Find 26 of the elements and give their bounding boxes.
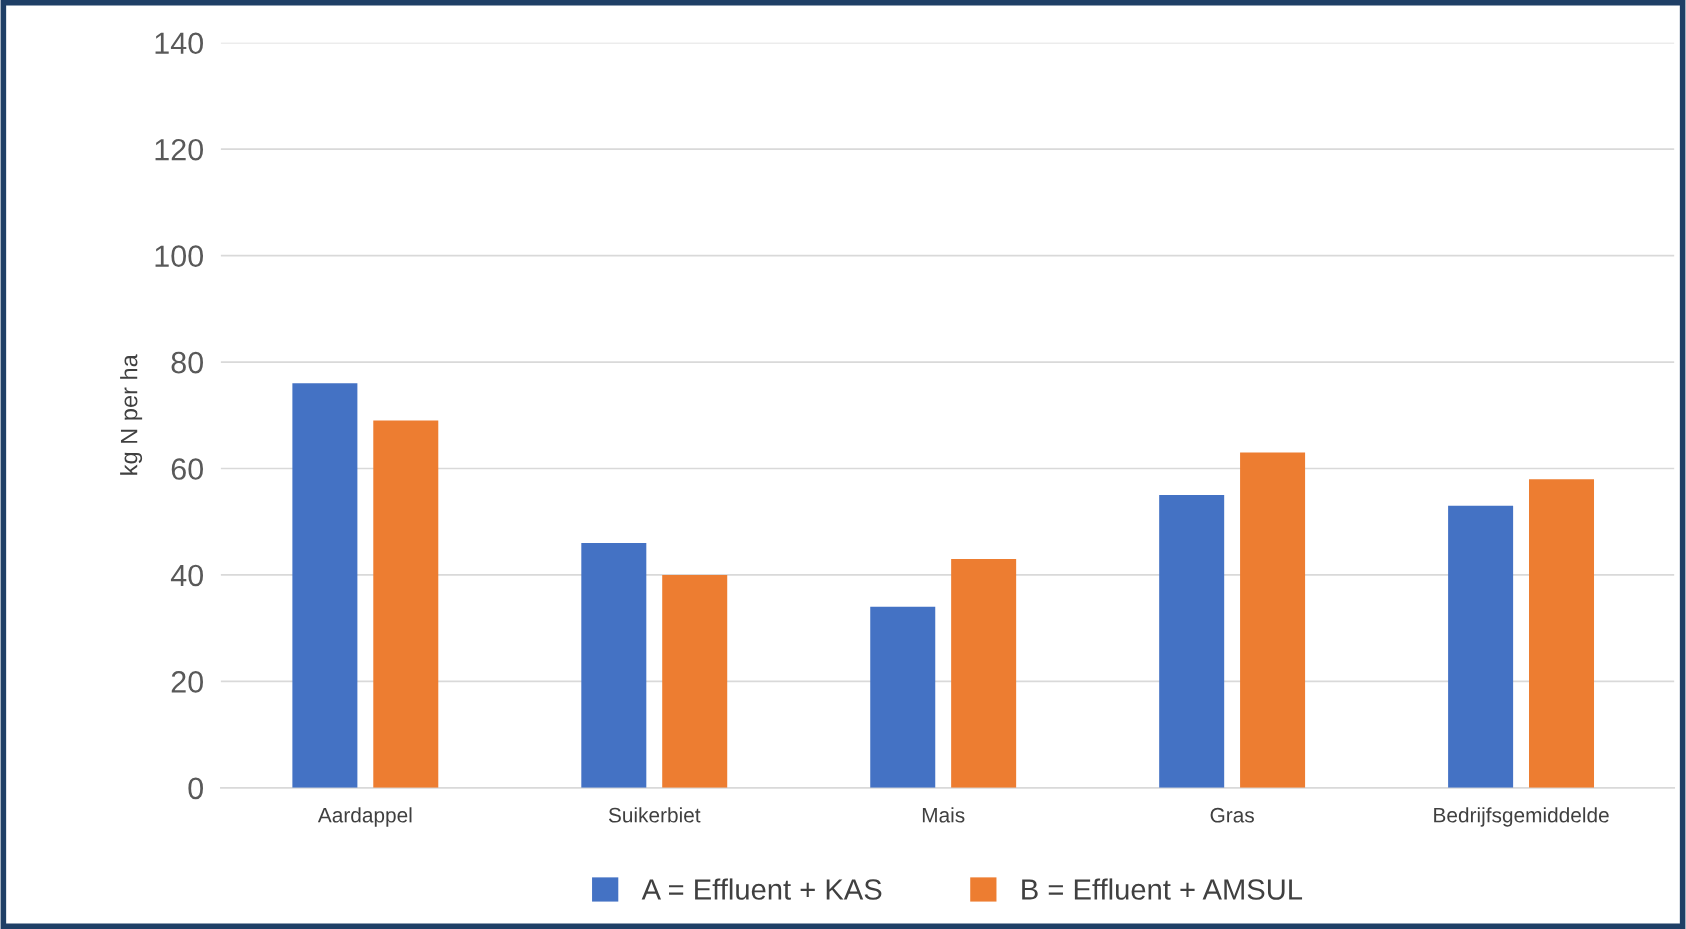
legend-label: B = Effluent + AMSUL: [1022, 878, 1303, 900]
y-tick-label: 140: [155, 32, 204, 55]
x-tick-label: Gras: [1210, 807, 1254, 823]
bar: [1159, 495, 1225, 788]
y-tick-label: 100: [155, 245, 204, 267]
y-axis-title: kg N per ha: [120, 354, 143, 475]
bar: [870, 606, 936, 788]
y-tick-label: 40: [170, 564, 204, 587]
x-tick-label: Mais: [922, 807, 965, 823]
x-tick-label: Aardappel: [317, 807, 412, 827]
y-tick-label: 80: [171, 351, 204, 374]
bar: [1240, 452, 1306, 788]
y-tick-label: 120: [155, 138, 204, 161]
bar: [951, 558, 1017, 788]
bar: [373, 420, 439, 788]
x-tick-label: Suikerbiet: [608, 807, 701, 823]
y-tick-label: 20: [171, 671, 204, 693]
bar: [662, 574, 728, 788]
bar: [292, 383, 358, 788]
legend-label: A = Effluent + KAS: [641, 878, 882, 900]
y-tick-label: 0: [188, 777, 204, 800]
y-tick-label: 60: [171, 458, 204, 480]
bar: [1448, 505, 1514, 788]
bar: [1529, 479, 1595, 788]
x-tick-label: Bedrijfsgemiddelde: [1434, 807, 1609, 827]
bar: [581, 542, 647, 788]
